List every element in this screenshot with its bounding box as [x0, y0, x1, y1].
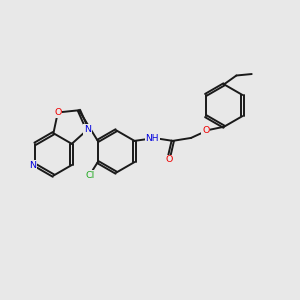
Text: O: O — [54, 108, 62, 117]
Text: O: O — [166, 155, 173, 164]
Text: NH: NH — [146, 134, 159, 143]
Text: Cl: Cl — [86, 171, 95, 180]
Text: O: O — [202, 126, 209, 135]
Text: N: N — [84, 125, 91, 134]
Text: N: N — [29, 160, 36, 169]
